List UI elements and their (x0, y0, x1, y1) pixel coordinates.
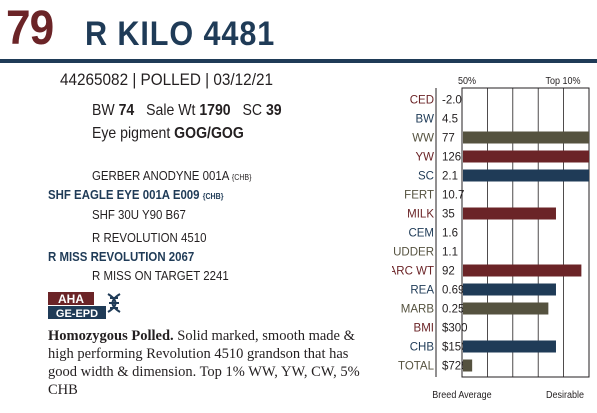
sale-comments: Homozygous Polled. Solid marked, smooth … (48, 327, 368, 399)
animal-name: R KILO 4481 (85, 15, 276, 53)
registration-line: 44265082 | POLLED | 03/12/21 (60, 70, 273, 89)
chart-frame (461, 87, 590, 378)
bw-value: 74 (118, 102, 135, 119)
epd-bar (463, 359, 473, 372)
chart-top-label-50: 50% (457, 76, 477, 87)
epd-trait-label: CHB (410, 342, 435, 354)
comments-body: Solid marked, smooth made & high perform… (48, 328, 360, 398)
sale-weight-value: 1790 (199, 102, 231, 119)
epd-trait-label: WW (412, 133, 434, 145)
logo-bottom-text: GE-EPD (56, 308, 98, 320)
logo-helix-icon (107, 293, 121, 313)
epd-bar (463, 283, 556, 296)
epd-trait-label: CEM (408, 228, 434, 240)
epd-trait-label: REA (410, 285, 434, 297)
comments-lead: Homozygous Polled. (48, 328, 174, 344)
pedigree-dam-sire: R REVOLUTION 4510 (92, 230, 207, 245)
epd-trait-label: BW (415, 114, 434, 126)
pedigree-sire-sire-tag: {CHB} (231, 173, 252, 182)
pedigree-sire-tag: {CHB} (202, 192, 224, 201)
chart-bottom-label-desirable: Desirable (545, 390, 585, 401)
epd-chart-svg: CED -2.0 BW 4.5 WW 77 YW 126 SC 2.1 FERT 10.7 MILK 35… (392, 87, 590, 378)
pedigree-sire-name: SHF EAGLE EYE 001A E009 (48, 187, 200, 202)
sc-label: SC (242, 102, 263, 119)
lot-number: 79 (6, 2, 54, 55)
epd-trait-label: CARC WT (392, 266, 434, 278)
epd-value-label: -2.0 (442, 95, 462, 107)
epd-bar (463, 131, 589, 144)
epd-trait-label: SC (418, 171, 434, 183)
pedigree-dam: R MISS REVOLUTION 2067 (48, 249, 195, 264)
eye-pigment-value: GOG/GOG (174, 125, 244, 142)
epd-chart: 50% Top 10% CED -2.0 BW 4.5 WW 77 YW 126 SC 2.1 FE… (392, 72, 597, 410)
pedigree-sire-sire-name: GERBER ANODYNE 001A (92, 168, 229, 183)
epd-value-label: 4.5 (442, 114, 458, 126)
header-rule (0, 59, 597, 63)
epd-bar (463, 264, 582, 277)
epd-value-label: 35 (442, 209, 455, 221)
epd-bar (463, 207, 556, 220)
pedigree-sire-dam: SHF 30U Y90 B67 (92, 207, 186, 222)
epd-bar (463, 150, 589, 163)
epd-value-label: 126 (442, 152, 461, 164)
epd-trait-label: YW (415, 152, 434, 164)
epd-value-label: 1.1 (442, 247, 458, 259)
epd-trait-label: FERT (404, 190, 434, 202)
epd-bar (463, 169, 589, 182)
epd-bar (463, 340, 556, 353)
epd-value-label: 92 (442, 266, 455, 278)
epd-trait-label: BMI (414, 323, 434, 335)
epd-value-label: $150 (442, 342, 468, 354)
epd-value-label: 0.69 (442, 285, 464, 297)
epd-value-label: 1.6 (442, 228, 458, 240)
pedigree-dam-dam: R MISS ON TARGET 2241 (92, 268, 229, 283)
epd-value-label: 10.7 (442, 190, 464, 202)
logo-top-text: AHA (58, 292, 84, 306)
epd-trait-label: CED (410, 95, 434, 107)
epd-value-label: 2.1 (442, 171, 458, 183)
epd-trait-label: TOTAL (398, 361, 435, 373)
aha-ge-epd-logo: AHA GE-EPD (48, 292, 123, 320)
chart-top-label-top10: Top 10% (545, 76, 581, 87)
sale-weight-label: Sale Wt (146, 102, 196, 119)
epd-value-label: 77 (442, 133, 455, 145)
epd-trait-label: MILK (407, 209, 434, 221)
epd-trait-label: UDDER (393, 247, 434, 259)
eye-pigment-label: Eye pigment (92, 125, 171, 142)
stats-line: BW 74 Sale Wt 1790 SC 39 (92, 101, 282, 121)
pedigree-sire-sire: GERBER ANODYNE 001A {CHB} (92, 168, 251, 186)
epd-value-label: $300 (442, 323, 468, 335)
eye-pigment-line: Eye pigment GOG/GOG (92, 124, 244, 144)
epd-bar (463, 302, 549, 315)
chart-bottom-label-breed-average: Breed Average (432, 390, 492, 401)
sc-value: 39 (265, 102, 282, 119)
epd-trait-label: MARB (401, 304, 435, 316)
pedigree-sire: SHF EAGLE EYE 001A E009 {CHB} (48, 187, 223, 205)
epd-value-label: 0.25 (442, 304, 464, 316)
epd-value-label: $728 (442, 361, 468, 373)
bw-label: BW (92, 102, 115, 119)
